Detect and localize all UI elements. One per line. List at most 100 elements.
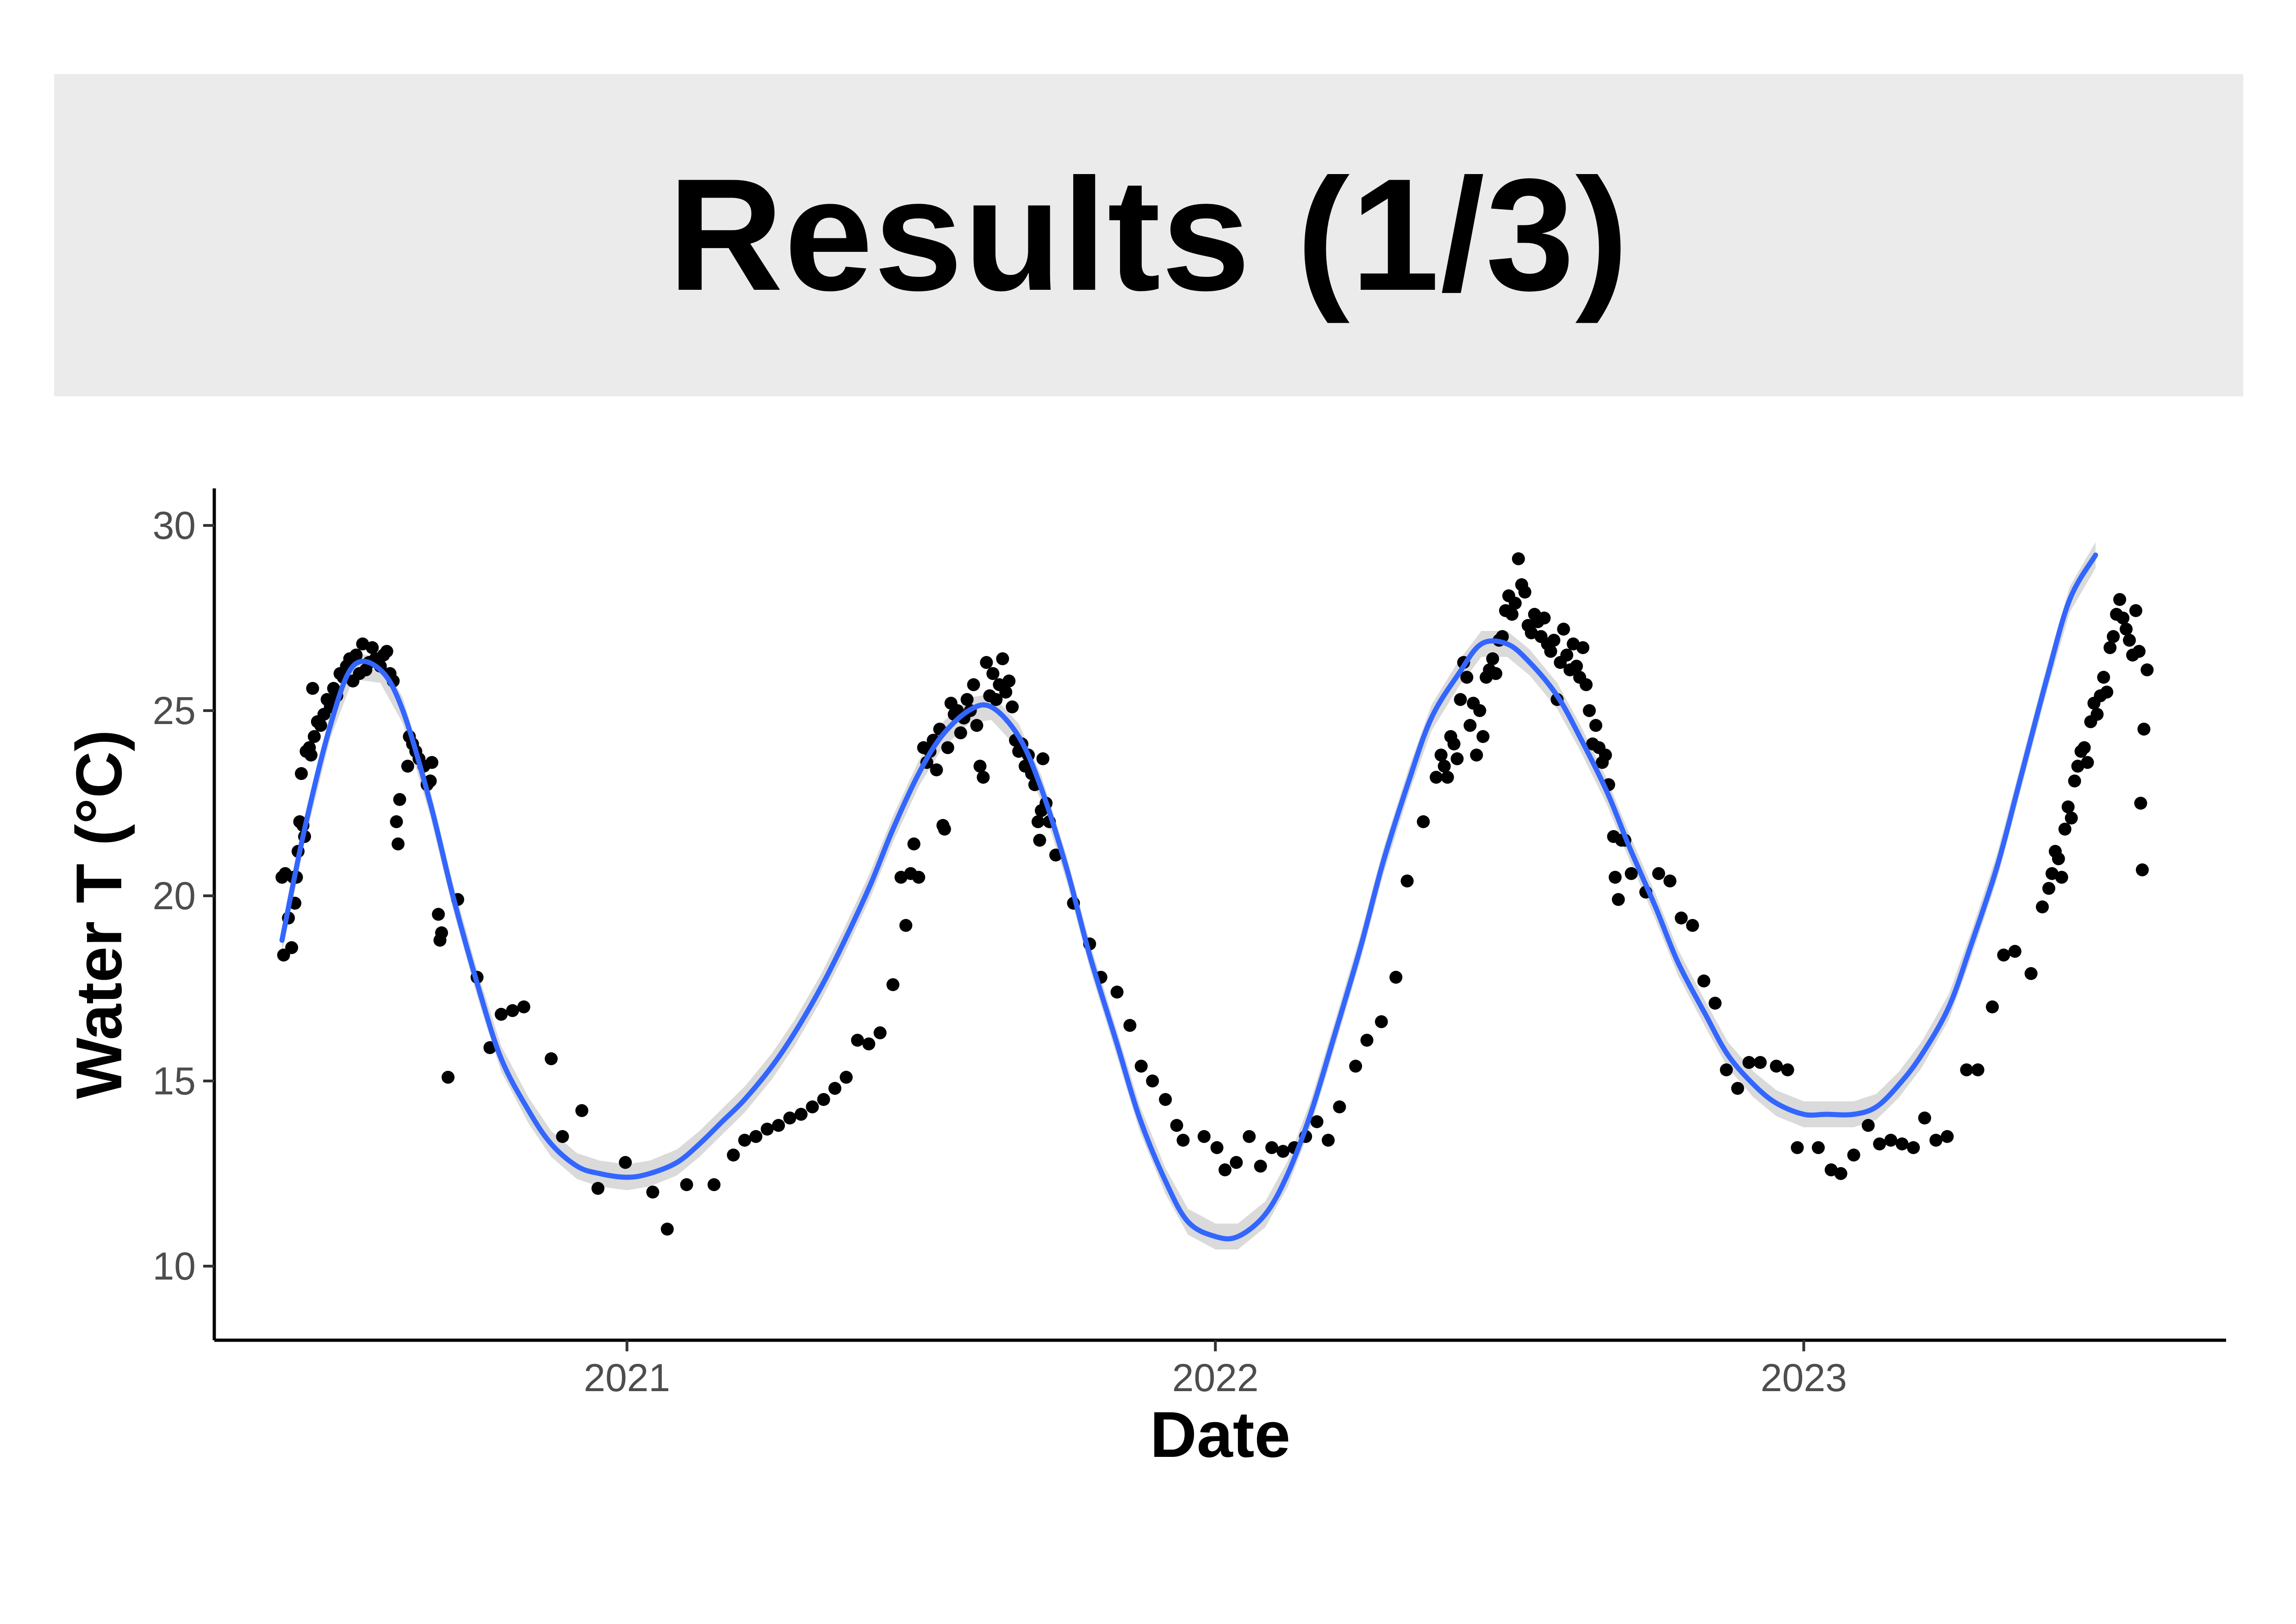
- data-point: [772, 1119, 785, 1132]
- y-tick-label: 25: [153, 689, 196, 732]
- data-point: [1450, 752, 1464, 765]
- data-point: [1486, 652, 1500, 665]
- y-tick-label: 15: [153, 1059, 196, 1103]
- data-point: [1547, 634, 1561, 647]
- data-point: [1460, 671, 1474, 684]
- data-point: [1197, 1130, 1211, 1143]
- data-point: [1811, 1141, 1825, 1154]
- data-point: [840, 1071, 853, 1084]
- data-point: [390, 815, 403, 828]
- data-point: [660, 1223, 674, 1236]
- data-point: [707, 1178, 721, 1191]
- title-banner: Results (1/3): [54, 74, 2243, 396]
- data-point: [1036, 752, 1050, 765]
- data-point: [1742, 1056, 1755, 1069]
- data-point: [1589, 719, 1603, 732]
- data-point: [794, 1108, 808, 1121]
- data-point: [401, 760, 414, 773]
- data-point: [349, 649, 363, 662]
- data-point: [1560, 649, 1574, 662]
- data-point: [2100, 686, 2114, 699]
- data-point: [1663, 874, 1677, 887]
- data-point: [2055, 871, 2068, 884]
- data-point: [806, 1100, 819, 1113]
- data-point: [2097, 671, 2110, 684]
- data-point: [1389, 971, 1403, 984]
- data-point: [2116, 612, 2130, 625]
- data-point: [1170, 1119, 1183, 1132]
- data-point: [2008, 945, 2022, 958]
- data-point: [899, 919, 913, 932]
- data-point: [1583, 704, 1596, 717]
- data-point: [1708, 997, 1722, 1010]
- x-tick-label: 2022: [1172, 1356, 1259, 1399]
- data-point: [306, 682, 319, 695]
- data-point: [1847, 1149, 1860, 1162]
- data-point: [1476, 730, 1490, 743]
- trend-line: [279, 552, 2098, 1242]
- data-point: [941, 741, 954, 754]
- data-point: [1210, 1141, 1224, 1154]
- data-point: [1537, 612, 1551, 625]
- data-point: [954, 726, 967, 739]
- data-point: [1544, 645, 1557, 658]
- data-point: [495, 1008, 508, 1021]
- data-point: [2035, 900, 2049, 913]
- data-point: [1960, 1063, 1973, 1076]
- data-point: [435, 926, 448, 939]
- data-point: [980, 656, 993, 669]
- data-point: [1437, 760, 1451, 773]
- data-point: [1720, 1063, 1733, 1076]
- data-point: [2078, 741, 2091, 754]
- data-point: [738, 1134, 751, 1147]
- axes-layer: 10 15 20 25 30 2021 2022 2023 Date Water T (°C): [62, 488, 2226, 1471]
- data-point: [1430, 771, 1443, 784]
- data-point: [1006, 700, 1019, 713]
- data-point: [1861, 1119, 1875, 1132]
- data-point: [2140, 663, 2154, 676]
- data-point: [1031, 815, 1045, 828]
- data-point: [912, 871, 926, 884]
- data-point: [2107, 630, 2120, 643]
- data-point: [1489, 667, 1503, 680]
- data-point: [1110, 986, 1124, 999]
- data-point: [1265, 1141, 1278, 1154]
- data-point: [2132, 645, 2146, 658]
- data-point: [314, 719, 327, 732]
- data-point: [989, 693, 1003, 706]
- data-point: [986, 667, 1000, 680]
- data-point: [285, 941, 299, 954]
- data-point: [1470, 749, 1483, 762]
- data-point: [2103, 641, 2117, 654]
- data-point: [760, 1123, 774, 1136]
- data-point: [749, 1130, 763, 1143]
- data-point: [970, 719, 983, 732]
- data-point: [575, 1104, 589, 1117]
- data-point: [308, 730, 321, 743]
- page-title: Results (1/3): [668, 146, 1630, 324]
- data-point: [425, 756, 439, 769]
- data-point: [2129, 604, 2142, 617]
- data-point: [2052, 852, 2065, 865]
- data-point: [2137, 723, 2151, 736]
- x-axis-title: Date: [1150, 1398, 1290, 1471]
- data-point: [517, 1000, 530, 1013]
- data-point: [1884, 1134, 1898, 1147]
- data-point: [1159, 1093, 1172, 1106]
- data-point: [1997, 949, 2010, 962]
- y-tick-label: 30: [153, 504, 196, 547]
- data-point: [930, 763, 943, 776]
- data-point: [619, 1156, 632, 1169]
- data-point: [646, 1186, 660, 1199]
- data-point: [1929, 1134, 1942, 1147]
- data-point: [1033, 834, 1046, 847]
- data-point: [2113, 593, 2127, 606]
- data-point: [1400, 874, 1414, 887]
- data-point: [2065, 812, 2078, 824]
- data-point: [2024, 967, 2038, 980]
- data-point: [1049, 849, 1063, 862]
- data-point: [1918, 1112, 1931, 1124]
- y-tick-label: 10: [153, 1244, 196, 1288]
- data-point: [828, 1082, 841, 1095]
